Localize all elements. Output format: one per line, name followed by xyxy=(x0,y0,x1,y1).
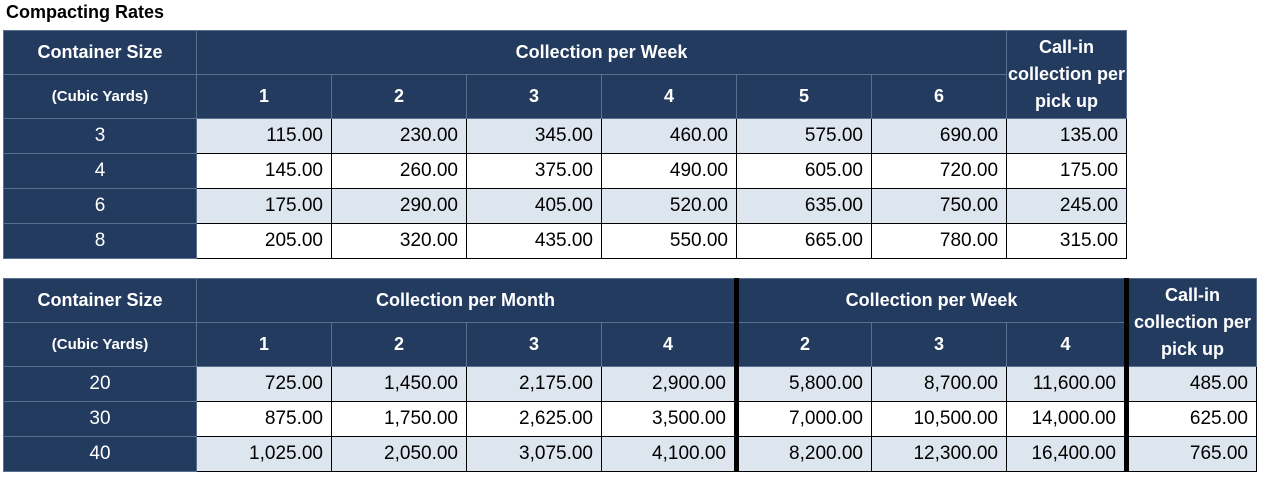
callin-header: Call-in collection per pick up xyxy=(1124,278,1257,367)
table-row: 3 115.00 230.00 345.00 460.00 575.00 690.00 135… xyxy=(3,118,1128,154)
month-column-header: 2 xyxy=(331,322,467,367)
weekly-rates-table: Container Size Collection per Week Call-… xyxy=(3,30,1128,259)
monthly-rate-cell: 3,075.00 xyxy=(466,436,602,472)
rate-cell: 230.00 xyxy=(331,118,467,154)
monthly-rate-cell: 1,450.00 xyxy=(331,366,467,402)
rate-cell: 720.00 xyxy=(870,153,1008,189)
month-column-header: 3 xyxy=(466,322,602,367)
rate-cell: 605.00 xyxy=(736,153,872,189)
rate-cell: 750.00 xyxy=(870,188,1008,224)
callin-rate-cell: 315.00 xyxy=(1006,223,1128,259)
rate-cell: 575.00 xyxy=(736,118,872,154)
collection-per-week-header: Collection per Week xyxy=(195,30,1008,75)
monthly-rate-cell: 4,100.00 xyxy=(601,436,737,472)
rate-cell: 635.00 xyxy=(736,188,872,224)
cubic-yards-subheader: (Cubic Yards) xyxy=(3,74,197,119)
callin-rate-cell: 765.00 xyxy=(1124,436,1257,472)
monthly-rate-cell: 875.00 xyxy=(196,401,332,437)
table-row: 40 1,025.00 2,050.00 3,075.00 4,100.00 8,200.… xyxy=(3,436,1257,472)
weekly-rate-cell: 14,000.00 xyxy=(1006,401,1127,437)
rate-cell: 345.00 xyxy=(466,118,602,154)
rate-cell: 405.00 xyxy=(466,188,602,224)
month-column-header: 4 xyxy=(601,322,737,367)
container-size-cell: 4 xyxy=(3,153,197,189)
rate-cell: 375.00 xyxy=(466,153,602,189)
monthly-rate-cell: 2,050.00 xyxy=(331,436,467,472)
container-size-cell: 20 xyxy=(3,366,197,402)
container-size-header: Container Size xyxy=(3,278,197,323)
week-column-header: 6 xyxy=(870,74,1008,119)
weekly-rate-cell: 8,200.00 xyxy=(734,436,872,472)
collection-per-month-header: Collection per Month xyxy=(196,278,737,323)
rate-cell: 550.00 xyxy=(601,223,737,259)
page-title: Compacting Rates xyxy=(6,2,165,22)
callin-header: Call-in collection per pick up xyxy=(1006,30,1128,119)
collection-per-week-header: Collection per Week xyxy=(734,278,1127,323)
monthly-rate-cell: 2,900.00 xyxy=(601,366,737,402)
container-size-cell: 40 xyxy=(3,436,197,472)
container-size-cell: 3 xyxy=(3,118,197,154)
week-column-header: 1 xyxy=(196,74,332,119)
table-row: 6 175.00 290.00 405.00 520.00 635.00 750.00 245… xyxy=(3,188,1128,224)
week-column-header: 5 xyxy=(736,74,872,119)
rate-cell: 780.00 xyxy=(870,223,1008,259)
weekly-rate-cell: 8,700.00 xyxy=(871,366,1007,402)
monthly-rate-cell: 1,025.00 xyxy=(196,436,332,472)
callin-rate-cell: 485.00 xyxy=(1124,366,1257,402)
rate-cell: 290.00 xyxy=(331,188,467,224)
weekly-rate-cell: 11,600.00 xyxy=(1006,366,1127,402)
monthly-rate-cell: 1,750.00 xyxy=(331,401,467,437)
month-column-header: 1 xyxy=(196,322,332,367)
week-column-header: 3 xyxy=(466,74,602,119)
weekly-rate-cell: 10,500.00 xyxy=(871,401,1007,437)
week-column-header: 4 xyxy=(601,74,737,119)
container-size-cell: 6 xyxy=(3,188,197,224)
container-size-cell: 8 xyxy=(3,223,197,259)
rate-cell: 115.00 xyxy=(196,118,332,154)
rate-cell: 460.00 xyxy=(601,118,737,154)
weekly-rate-cell: 16,400.00 xyxy=(1006,436,1127,472)
rate-cell: 490.00 xyxy=(601,153,737,189)
table-row: 8 205.00 320.00 435.00 550.00 665.00 780.00 315… xyxy=(3,223,1128,259)
week-column-header: 3 xyxy=(871,322,1007,367)
table-row: 20 725.00 1,450.00 2,175.00 2,900.00 5,800.00… xyxy=(3,366,1257,402)
rate-cell: 520.00 xyxy=(601,188,737,224)
rate-cell: 320.00 xyxy=(331,223,467,259)
table-row: 4 145.00 260.00 375.00 490.00 605.00 720.00 175… xyxy=(3,153,1128,189)
callin-rate-cell: 245.00 xyxy=(1006,188,1128,224)
weekly-rate-cell: 12,300.00 xyxy=(871,436,1007,472)
monthly-rate-cell: 2,625.00 xyxy=(466,401,602,437)
rate-cell: 690.00 xyxy=(870,118,1008,154)
monthly-rates-table: Container Size Collection per Month Coll… xyxy=(3,278,1257,472)
callin-rate-cell: 175.00 xyxy=(1006,153,1128,189)
monthly-rate-cell: 725.00 xyxy=(196,366,332,402)
rate-cell: 205.00 xyxy=(196,223,332,259)
rate-cell: 175.00 xyxy=(196,188,332,224)
weekly-rate-cell: 7,000.00 xyxy=(734,401,872,437)
week-column-header: 2 xyxy=(331,74,467,119)
week-column-header: 4 xyxy=(1006,322,1127,367)
monthly-rate-cell: 3,500.00 xyxy=(601,401,737,437)
rate-cell: 435.00 xyxy=(466,223,602,259)
callin-rate-cell: 135.00 xyxy=(1006,118,1128,154)
container-size-cell: 30 xyxy=(3,401,197,437)
table-row: 30 875.00 1,750.00 2,625.00 3,500.00 7,000.00… xyxy=(3,401,1257,437)
cubic-yards-subheader: (Cubic Yards) xyxy=(3,322,197,367)
week-column-header: 2 xyxy=(734,322,872,367)
container-size-header: Container Size xyxy=(3,30,197,75)
rate-cell: 260.00 xyxy=(331,153,467,189)
monthly-rate-cell: 2,175.00 xyxy=(466,366,602,402)
rate-cell: 145.00 xyxy=(196,153,332,189)
rate-cell: 665.00 xyxy=(736,223,872,259)
callin-rate-cell: 625.00 xyxy=(1124,401,1257,437)
weekly-rate-cell: 5,800.00 xyxy=(734,366,872,402)
